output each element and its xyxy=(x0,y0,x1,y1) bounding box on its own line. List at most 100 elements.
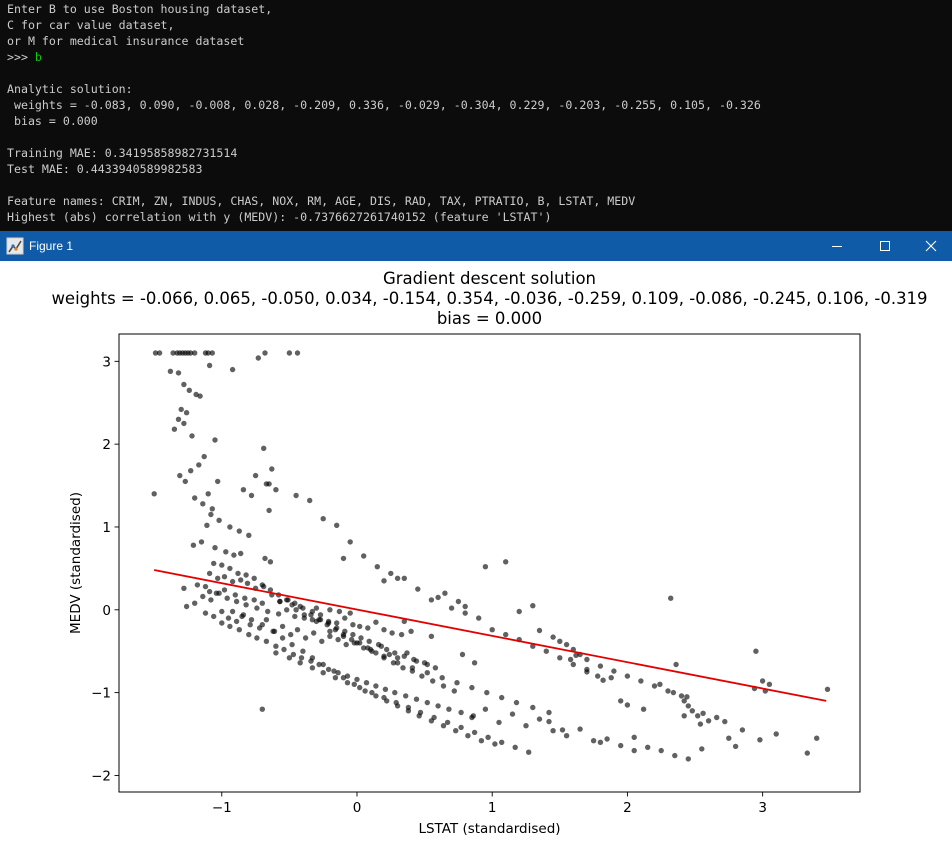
data-point xyxy=(270,628,276,634)
data-point xyxy=(657,681,663,687)
data-point xyxy=(597,739,604,745)
plot-area xyxy=(119,334,860,792)
data-point xyxy=(171,426,178,432)
maximize-button[interactable] xyxy=(862,231,908,261)
data-point xyxy=(424,670,430,676)
data-point xyxy=(469,714,475,721)
data-point xyxy=(658,747,664,754)
data-point xyxy=(455,598,462,605)
data-point xyxy=(293,492,299,499)
data-point xyxy=(753,648,759,654)
data-point xyxy=(689,708,695,714)
data-point xyxy=(183,410,190,416)
data-point xyxy=(212,545,218,551)
figure-window-titlebar[interactable]: Figure 1 xyxy=(0,231,952,261)
data-point xyxy=(567,656,574,663)
data-point xyxy=(388,570,394,577)
data-point xyxy=(188,468,194,474)
data-point xyxy=(496,719,502,726)
data-point xyxy=(208,511,214,518)
data-point xyxy=(530,704,536,711)
x-tick-label: 0 xyxy=(353,800,362,816)
data-point xyxy=(577,726,583,732)
data-point xyxy=(192,600,198,606)
data-point xyxy=(273,487,279,493)
data-point xyxy=(197,393,203,399)
data-point xyxy=(462,610,468,616)
data-point xyxy=(824,686,831,692)
data-point xyxy=(233,618,240,625)
data-point xyxy=(645,744,651,750)
data-point xyxy=(705,718,712,724)
data-point xyxy=(327,607,333,613)
data-point xyxy=(219,608,225,615)
data-point xyxy=(279,635,286,641)
data-point xyxy=(301,612,307,618)
data-point xyxy=(275,611,282,617)
data-point xyxy=(458,724,464,731)
data-point xyxy=(236,528,242,534)
data-point xyxy=(584,656,590,663)
data-point xyxy=(557,638,563,644)
data-point xyxy=(229,608,236,615)
data-point xyxy=(408,628,414,634)
data-point xyxy=(267,559,274,565)
data-point xyxy=(442,590,448,596)
data-point xyxy=(229,578,236,585)
data-point xyxy=(265,608,271,615)
data-point xyxy=(421,660,428,666)
data-point xyxy=(281,646,287,653)
data-point xyxy=(405,704,412,711)
data-point xyxy=(294,627,301,633)
plot-frame xyxy=(118,333,861,793)
data-point xyxy=(503,631,509,638)
minimize-button[interactable] xyxy=(814,231,860,261)
data-point xyxy=(681,713,687,719)
minimize-icon xyxy=(832,246,842,247)
data-point xyxy=(439,675,445,681)
data-point xyxy=(238,550,244,557)
data-point xyxy=(238,577,244,583)
data-point xyxy=(156,350,163,356)
data-point xyxy=(229,366,236,373)
console-user-input: b xyxy=(34,50,42,64)
data-point xyxy=(294,350,301,356)
console-line: Feature names: CRIM, ZN, INDUS, CHAS, NO… xyxy=(7,194,636,208)
data-point xyxy=(244,580,251,586)
data-point xyxy=(342,615,348,621)
console-line: weights = -0.083, 0.090, -0.008, 0.028, … xyxy=(7,98,761,112)
data-point xyxy=(219,562,225,568)
data-point xyxy=(284,597,290,603)
data-point xyxy=(313,605,320,611)
data-point xyxy=(415,586,421,592)
data-point xyxy=(766,681,773,687)
data-point xyxy=(536,627,543,634)
data-point xyxy=(309,655,316,661)
data-point xyxy=(624,673,631,679)
data-point xyxy=(482,564,489,570)
data-point xyxy=(259,622,265,628)
data-point xyxy=(266,481,272,487)
data-point xyxy=(759,678,766,684)
data-point xyxy=(350,622,356,628)
data-point xyxy=(273,643,279,649)
data-point xyxy=(331,668,337,674)
data-point xyxy=(201,453,207,460)
data-point xyxy=(584,669,590,675)
data-point xyxy=(290,651,297,658)
data-point xyxy=(435,594,441,601)
data-point xyxy=(335,636,341,643)
data-point xyxy=(332,627,339,633)
console-line: Test MAE: 0.4433940589982583 xyxy=(7,162,203,176)
data-point xyxy=(476,615,482,621)
data-point xyxy=(181,585,187,591)
data-point xyxy=(286,350,293,356)
console-line: or M for medical insurance dataset xyxy=(7,34,245,48)
close-button[interactable] xyxy=(908,231,952,261)
data-point xyxy=(344,680,351,686)
data-point xyxy=(170,350,176,356)
data-point xyxy=(152,350,159,356)
data-point xyxy=(261,445,267,451)
data-point xyxy=(394,660,401,666)
data-point xyxy=(668,595,674,601)
